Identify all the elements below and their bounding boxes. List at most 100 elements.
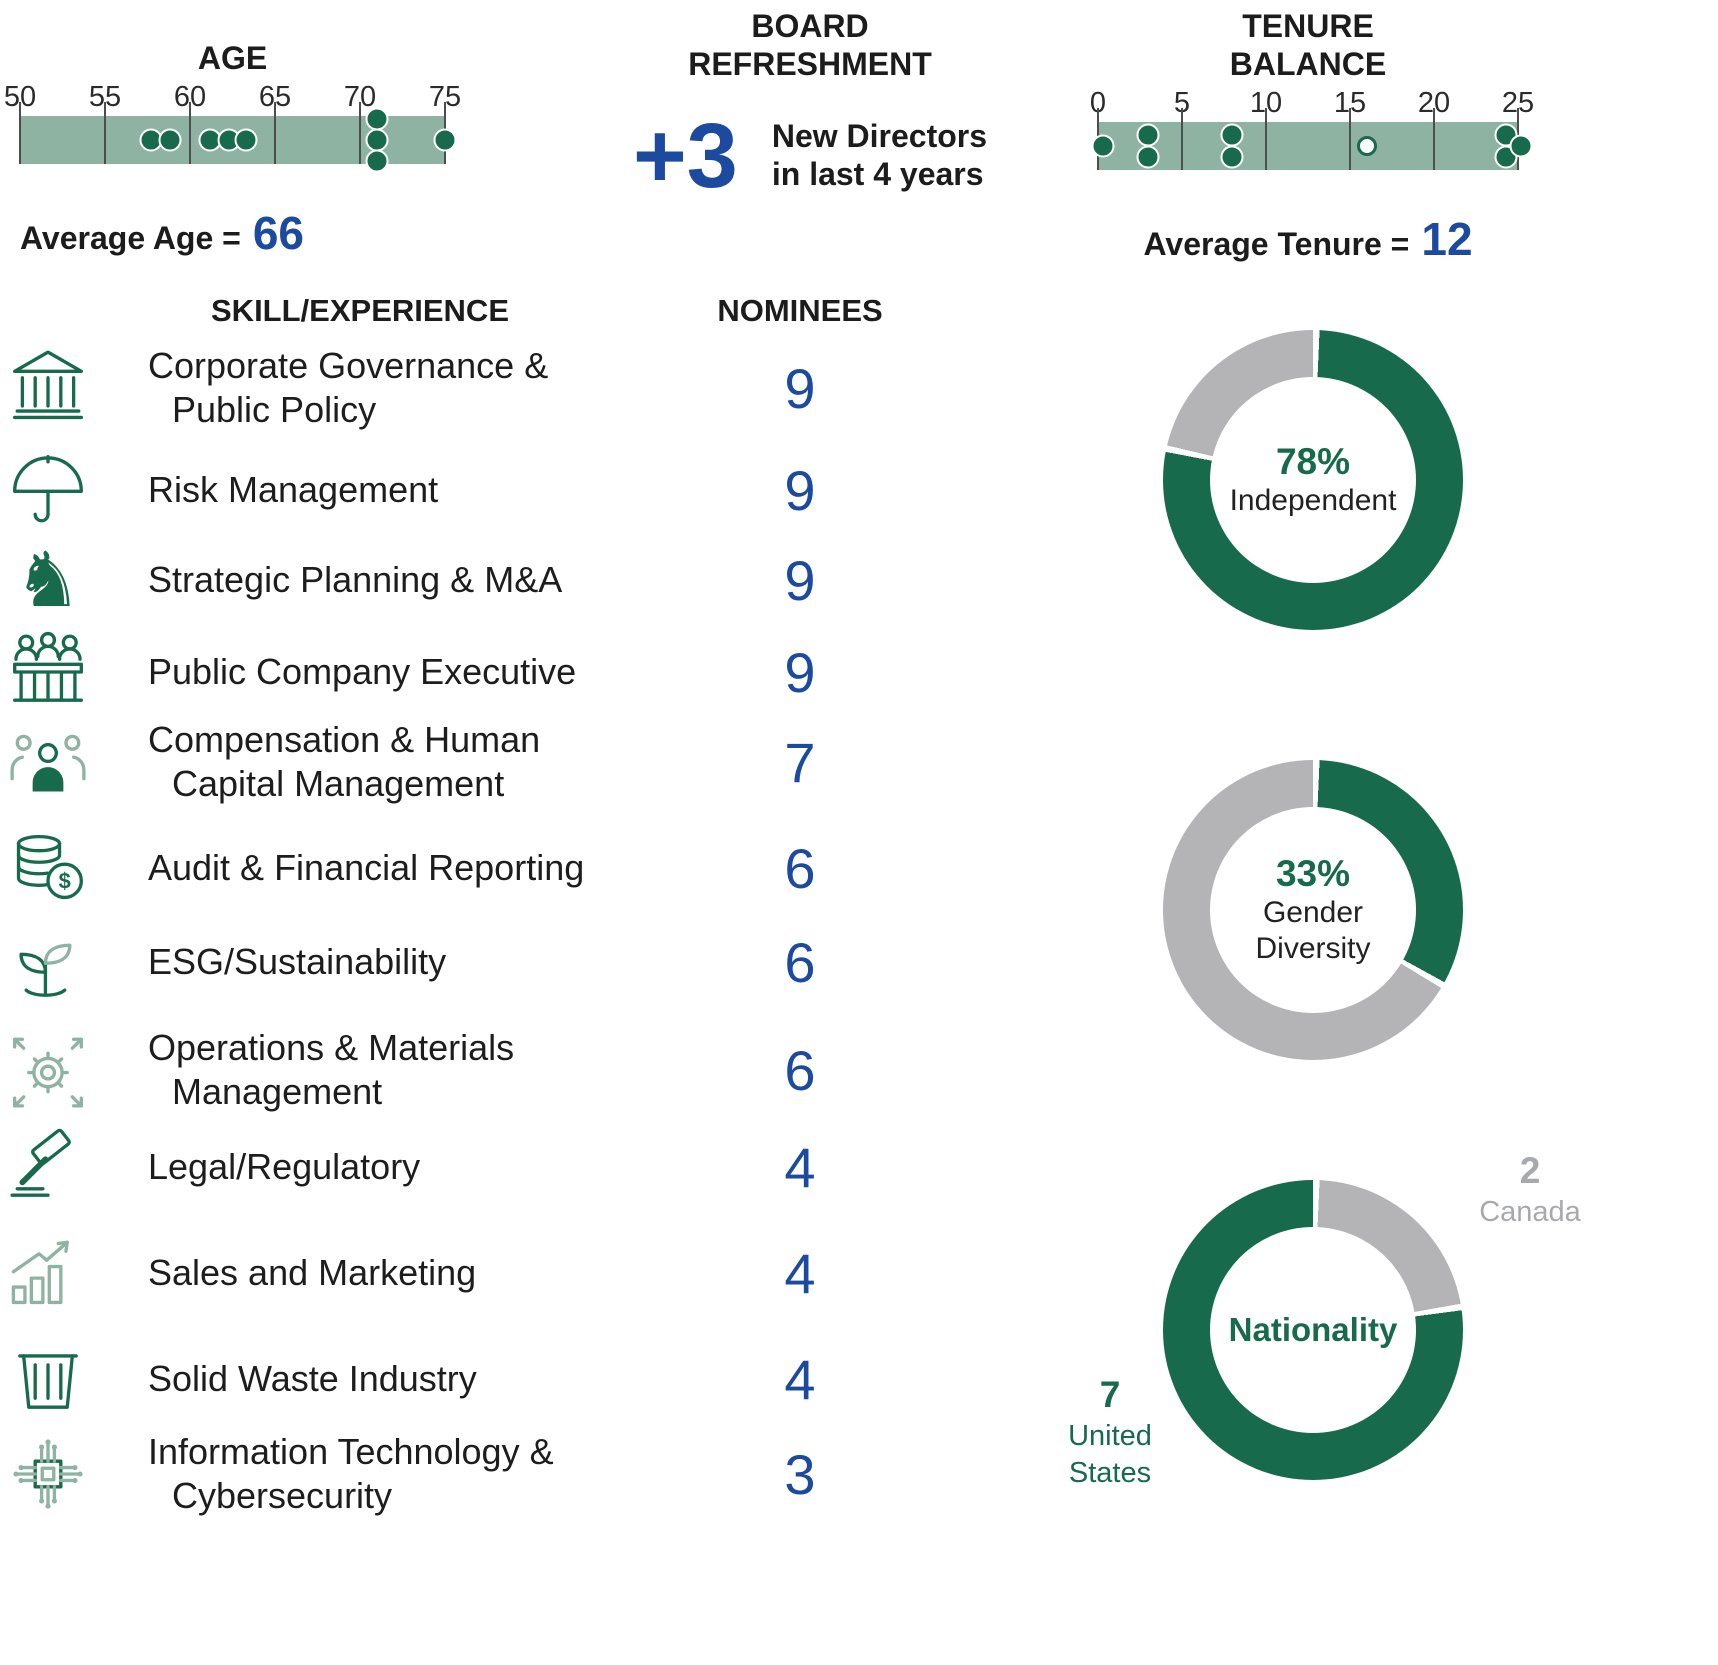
skill-label: Strategic Planning & M&A [148,559,563,601]
tick-label: 0 [1089,86,1107,119]
average-age-label: Average Age = [20,219,241,256]
united-states-name: United States [1068,1420,1152,1489]
skill-row: Public Company Executive 9 [0,622,900,722]
tick-line [19,101,21,164]
board-refreshment: BOARD REFRESHMENT +3 New Directors in la… [595,8,1025,202]
gender-diversity-donut-center: 33% Gender Diversity [1210,807,1416,1013]
skill-row: Operations & Materials Management 6 [0,1020,900,1120]
trash-bin-icon [0,1338,96,1420]
average-tenure-label: Average Tenure = [1143,225,1410,262]
united-states-count: 7 [1099,1374,1121,1415]
nominee-count: 3 [784,1442,816,1506]
tick-line [189,101,191,164]
independent-label: Independent [1229,484,1397,518]
people-group-icon [0,721,96,803]
plant-icon [0,921,96,1003]
nominee-count: 9 [784,356,816,420]
skill-label: Risk Management [148,469,439,511]
nominees-header: NOMINEES [717,293,883,328]
director-dot [234,128,258,152]
nominee-count: 9 [784,548,816,612]
independent-donut-chart: 78% Independent [1163,330,1463,630]
age-chart: AGE 50 55 60 65 70 75 Average Age = 66 [4,40,461,260]
gavel-icon [0,1126,96,1208]
umbrella-icon [0,449,96,531]
average-tenure-value: 12 [1421,212,1473,265]
tick-line [359,101,361,164]
director-dot [1091,134,1115,157]
director-dot [1136,145,1160,168]
skill-row: $ Audit & Financial Reporting 6 [0,818,900,918]
director-dot [433,128,457,152]
skill-row: Corporate Governance & Public Policy 9 [0,338,900,438]
svg-text:$: $ [59,869,71,894]
skill-experience-header: SKILL/EXPERIENCE [211,293,509,328]
nationality-donut-center: Nationality [1210,1227,1416,1433]
canada-label: 2 Canada [1470,1148,1590,1231]
skill-label: Compensation & Human Capital Management [148,719,541,804]
new-directors-value: +3 [632,104,738,207]
director-dot [1220,145,1244,168]
skill-row: ESG/Sustainability 6 [0,912,900,1012]
new-directors-label: New Directors in last 4 years [771,117,988,192]
executives-podium-icon [0,631,96,713]
skill-row: ♞ Strategic Planning & M&A 9 [0,530,900,630]
united-states-label: 7 United States [1050,1372,1170,1491]
nationality-donut-chart: Nationality [1163,1180,1463,1480]
tenure-scale: 0 5 10 15 20 25 [1090,84,1534,170]
tick-line [1349,107,1351,170]
skill-label: Audit & Financial Reporting [148,847,585,889]
director-dot [365,107,389,131]
nominee-count: 4 [784,1347,816,1411]
skill-row: Compensation & Human Capital Management … [0,712,900,812]
gear-arrows-icon [0,1029,96,1111]
director-dot [1136,123,1160,146]
skill-label: Solid Waste Industry [148,1358,477,1400]
skill-row: Legal/Regulatory 4 [0,1117,900,1217]
tick-line [274,101,276,164]
director-dot [1356,135,1377,156]
nominee-count: 9 [784,640,816,704]
chart-growth-icon [0,1232,96,1314]
tenure-chart: TENURE BALANCE 0 5 10 15 20 25 Average Tenure… [1090,8,1534,266]
skill-label: Corporate Governance & Public Policy [148,345,549,430]
board-refreshment-stat: +3 New Directors in last 4 years [595,110,1025,202]
tick-line [1433,107,1435,170]
circuit-chip-icon [0,1433,96,1515]
nominee-count: 6 [784,930,816,994]
bank-icon [0,347,96,429]
nominee-count: 4 [784,1241,816,1305]
nationality-label: Nationality [1228,1311,1398,1349]
skill-label: ESG/Sustainability [148,941,447,983]
nominee-count: 6 [784,1038,816,1102]
age-scale: 50 55 60 65 70 75 [4,78,461,173]
skill-label: Legal/Regulatory [148,1146,421,1188]
canada-name: Canada [1479,1196,1581,1229]
age-title: AGE [197,40,268,76]
tenure-title: TENURE BALANCE [1229,8,1387,82]
nominee-count: 4 [784,1135,816,1199]
director-dot [365,128,389,152]
director-dot [158,128,182,152]
tick-label: 5 [1173,86,1191,119]
skill-label: Public Company Executive [148,651,577,693]
director-dot [1220,123,1244,146]
skill-row: Risk Management 9 [0,440,900,540]
canada-count: 2 [1519,1150,1541,1191]
tick-line [1181,107,1183,170]
director-dot [1509,134,1533,157]
nominee-count: 6 [784,836,816,900]
independent-percentage: 78% [1275,440,1351,482]
gender-diversity-percentage: 33% [1275,852,1351,894]
tick-line [1265,107,1267,170]
director-dot [365,149,389,173]
skill-label: Information Technology & Cybersecurity [148,1431,554,1516]
average-tenure: Average Tenure = 12 [1098,212,1518,266]
age-band [19,101,457,173]
gender-diversity-label: Gender Diversity [1255,896,1371,966]
tenure-tick-labels: 0 5 10 15 20 25 [1090,84,1534,122]
nominee-count: 9 [784,458,816,522]
skill-row: Sales and Marketing 4 [0,1223,900,1323]
gender-diversity-donut-chart: 33% Gender Diversity [1163,760,1463,1060]
